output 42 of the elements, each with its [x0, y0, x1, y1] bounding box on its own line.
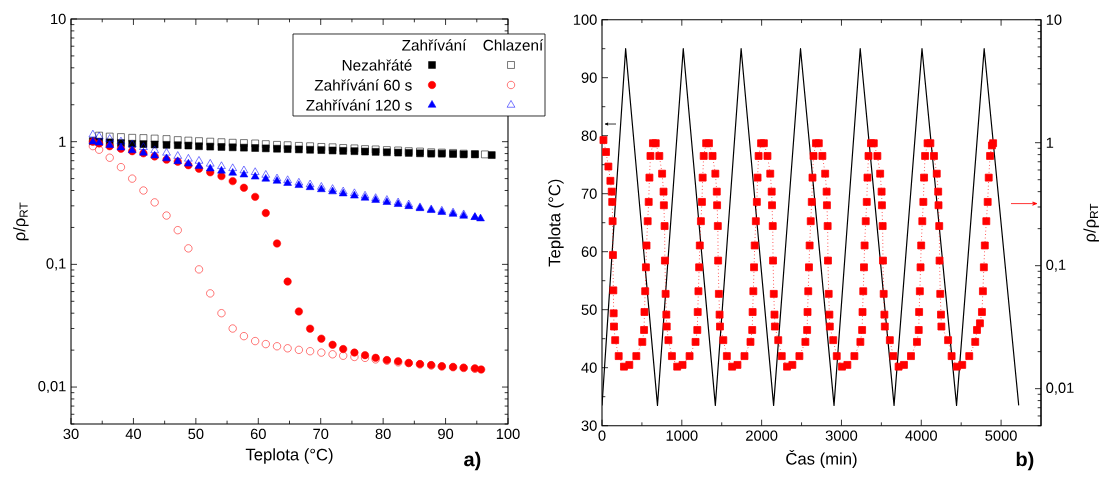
y-tick-label: 100 — [573, 14, 597, 25]
y-tick-label: 70 — [581, 188, 597, 199]
y-tick-label: 90 — [581, 72, 597, 83]
x-tick-label: 100 — [496, 428, 520, 440]
x-axis-title: Čas (min) — [786, 449, 857, 468]
legend-label: Nezahřáté — [342, 59, 412, 71]
x-tick-label: 0 — [598, 430, 606, 441]
x-tick-label: 5000 — [985, 430, 1017, 441]
y-tick-label: 80 — [581, 130, 597, 141]
y-tick-label: 40 — [581, 362, 597, 373]
x-tick-label: 60 — [250, 428, 266, 440]
y-tick-label: 1 — [59, 136, 66, 147]
x-tick-label: 70 — [313, 428, 329, 440]
y-tick-label: 50 — [581, 304, 597, 315]
text: b) — [1016, 451, 1034, 471]
y2-tick-label: 10 — [1046, 14, 1062, 25]
annotation: Zahřívání — [402, 39, 467, 51]
x-tick-label: 50 — [188, 428, 204, 440]
y-tick-label: 0,01 — [38, 381, 66, 394]
x-tick-label: 30 — [63, 428, 79, 440]
x-tick-label: 1000 — [666, 430, 698, 441]
y2-axis-title: ρ/ρ$_{RT}$ — [1083, 203, 1099, 242]
legend-label: Zahřívání 60 s — [314, 79, 412, 91]
x-tick-label: 4000 — [905, 430, 937, 441]
annotation: Chlazení — [483, 39, 544, 51]
x-tick-label: 90 — [438, 428, 454, 440]
y-tick-label: 10 — [51, 13, 66, 25]
y2-tick-label: 0,01 — [1046, 382, 1074, 395]
y-axis-title: Teplota (°C) — [548, 179, 564, 267]
text: a) — [464, 451, 481, 471]
y-tick-label: 30 — [581, 420, 597, 431]
y-tick-label: 60 — [581, 246, 597, 257]
y-tick-label: 0,1 — [46, 258, 66, 271]
x-tick-label: 3000 — [825, 430, 858, 441]
y-axis-title: ρ/ρ$_{RT}$ — [13, 202, 29, 241]
x-tick-label: 2000 — [746, 430, 778, 441]
x-axis-title: Teplota (°C) — [245, 448, 333, 464]
x-tick-label: 80 — [375, 428, 391, 440]
x-tick-label: 40 — [125, 428, 142, 440]
legend-label: Zahřívání 120 s — [306, 99, 412, 111]
y2-tick-label: 1 — [1046, 137, 1054, 148]
y2-tick-label: 0,1 — [1046, 259, 1066, 272]
